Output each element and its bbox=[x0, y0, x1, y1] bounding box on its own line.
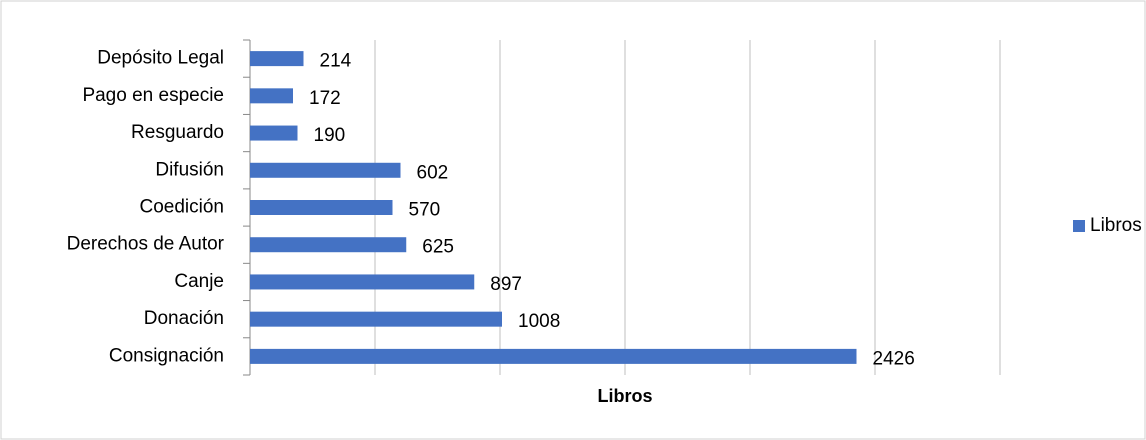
data-label: 190 bbox=[314, 125, 346, 146]
bar bbox=[250, 274, 475, 290]
bar bbox=[250, 311, 502, 327]
y-tick-label: Derechos de Autor bbox=[67, 234, 225, 255]
bar bbox=[250, 348, 857, 364]
y-tick-label: Canje bbox=[174, 271, 224, 292]
bar bbox=[250, 125, 298, 141]
legend-label: Libros bbox=[1090, 215, 1142, 236]
y-tick-label: Resguardo bbox=[131, 122, 224, 143]
legend-swatch bbox=[1073, 220, 1085, 232]
data-label: 1008 bbox=[518, 311, 560, 332]
data-label: 625 bbox=[422, 237, 454, 258]
y-tick-label: Donación bbox=[144, 308, 224, 329]
data-label: 897 bbox=[490, 274, 522, 295]
data-label: 2426 bbox=[873, 348, 915, 369]
x-axis-label: Libros bbox=[597, 386, 652, 406]
data-label: 214 bbox=[320, 51, 352, 72]
bar bbox=[250, 162, 401, 178]
data-label: 602 bbox=[417, 162, 449, 183]
y-tick-label: Depósito Legal bbox=[97, 48, 224, 69]
y-tick-label: Difusión bbox=[155, 159, 224, 180]
bar bbox=[250, 200, 393, 215]
bar bbox=[250, 51, 304, 67]
data-label: 172 bbox=[309, 88, 341, 109]
data-label: 570 bbox=[409, 200, 441, 221]
y-tick-label: Consignación bbox=[109, 345, 224, 366]
bar bbox=[250, 237, 407, 253]
y-tick-label: Coedición bbox=[140, 197, 225, 218]
bar bbox=[250, 88, 293, 104]
y-tick-label: Pago en especie bbox=[82, 85, 224, 106]
